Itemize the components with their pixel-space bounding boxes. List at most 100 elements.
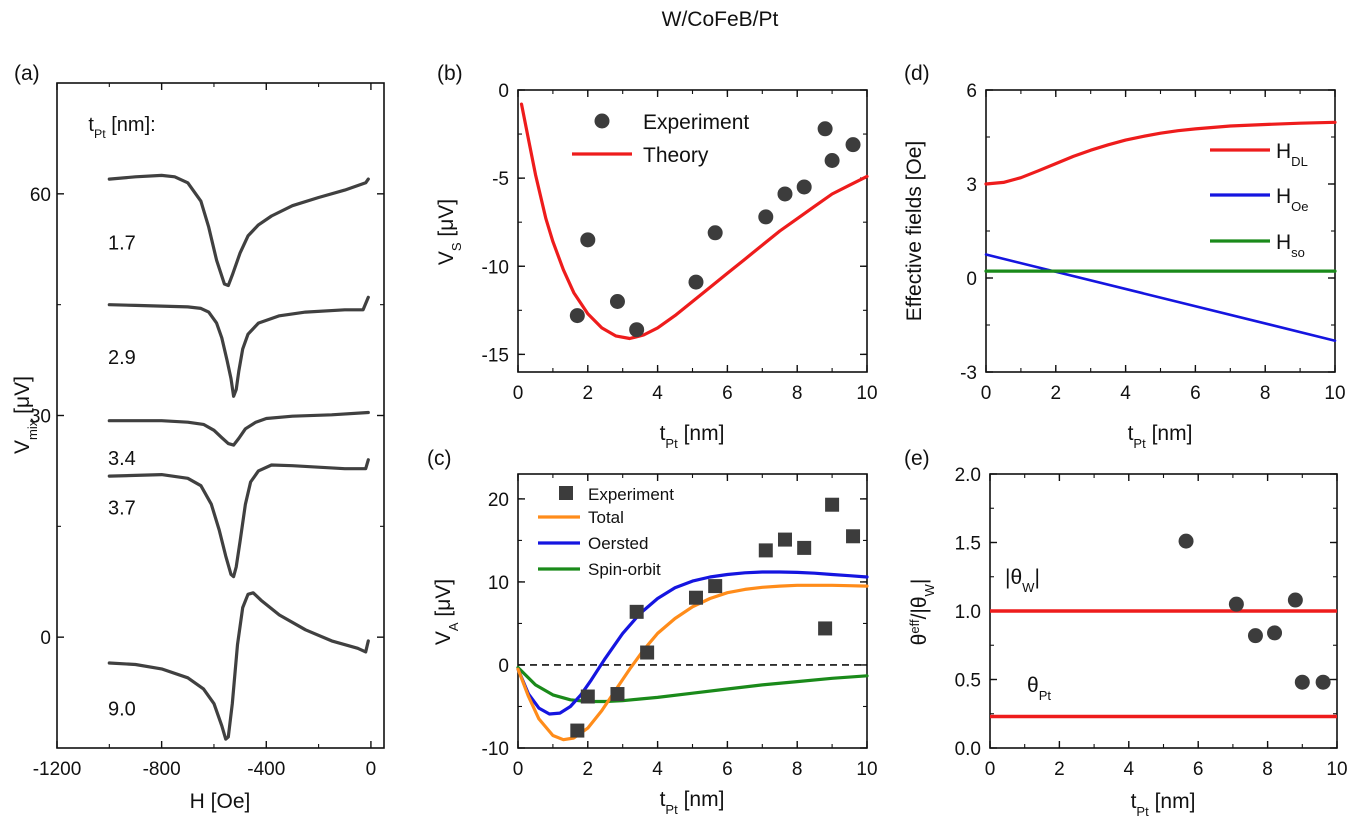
x-tick-label: 2 <box>583 759 594 780</box>
y-tick-label: 60 <box>30 185 51 206</box>
x-tick-label: 0 <box>513 383 524 404</box>
y-axis-label: VA [μV] <box>432 579 461 645</box>
x-tick-label: 6 <box>1193 759 1204 780</box>
y-tick-label: 0 <box>966 269 977 290</box>
panel-label: (a) <box>14 62 40 85</box>
x-tick-label: 2 <box>1051 383 1062 404</box>
x-axis-label: tPt [nm] <box>660 422 725 451</box>
experiment-point <box>797 540 812 555</box>
y-tick-label: 1.5 <box>955 534 981 555</box>
y-axis-label: Effective fields [Oe] <box>903 141 926 322</box>
experiment-point <box>629 322 645 338</box>
experiment-point <box>1315 674 1331 690</box>
x-tick-label: 8 <box>792 383 803 404</box>
y-tick-label: -10 <box>482 257 509 278</box>
curve-label: 1.7 <box>108 232 136 254</box>
experiment-point <box>708 579 723 594</box>
experiment-point <box>1178 533 1194 549</box>
x-tick-label: 0 <box>981 383 992 404</box>
experiment-point <box>1247 628 1263 644</box>
x-tick-label: 4 <box>1124 759 1135 780</box>
y-tick-label: 2.0 <box>955 465 981 486</box>
spectrum-curve <box>107 410 370 447</box>
theta-pt-label: θPt <box>1027 674 1051 703</box>
experiment-point <box>777 532 792 547</box>
spectrum-curve <box>107 295 370 398</box>
legend-label-dl: HDL <box>1276 140 1308 169</box>
experiment-point <box>1287 592 1303 608</box>
experiment-point <box>629 604 644 619</box>
panel-b: 0 2 4 6 8 10 -15 -10 -5 0 Experiment Theory (b) tPt [… <box>435 62 878 451</box>
x-tick-label: 4 <box>652 383 663 404</box>
experiment-point <box>610 687 625 702</box>
legend-label-so: Hso <box>1276 231 1305 260</box>
experiment-point <box>640 645 655 660</box>
y-tick-label: 3 <box>966 175 977 196</box>
panel-label: (b) <box>437 62 463 85</box>
x-tick-label: 6 <box>722 383 733 404</box>
experiment-point <box>580 689 595 704</box>
experiment-point <box>609 294 625 309</box>
experiment-point <box>824 153 840 168</box>
experiment-point <box>1267 625 1283 641</box>
spectrum-curve <box>107 173 370 288</box>
x-tick-label: -1200 <box>33 759 82 780</box>
panel-e: 0 2 4 6 8 10 0.0 0.5 1.0 1.5 2.0 |θW| θPt (e) tPt [nm]… <box>904 447 1348 819</box>
y-tick-label: 30 <box>30 407 51 428</box>
oersted-line <box>516 570 869 716</box>
experiment-point <box>758 209 774 225</box>
panel-label: (c) <box>427 447 452 470</box>
experiment-point <box>570 723 585 738</box>
legend-label-spin-orbit: Spin-orbit <box>588 560 661 579</box>
x-tick-label: 10 <box>856 759 877 780</box>
experiment-point <box>825 497 840 512</box>
y-tick-label: 6 <box>966 81 977 102</box>
h-dl-line <box>984 120 1337 186</box>
experiment-point <box>688 590 703 605</box>
x-tick-label: 2 <box>583 383 594 404</box>
y-tick-label: -3 <box>960 363 977 384</box>
spin-orbit-line <box>516 665 869 704</box>
y-tick-label: -10 <box>482 739 509 760</box>
panel-label: (d) <box>904 62 930 85</box>
experiment-point <box>758 543 773 558</box>
x-tick-label: 4 <box>652 759 663 780</box>
figure-title: W/CoFeB/Pt <box>662 8 779 31</box>
experiment-point <box>580 232 596 248</box>
y-tick-label: 10 <box>488 573 509 594</box>
legend-label-theory: Theory <box>643 144 709 167</box>
spectrum-curve <box>107 458 370 579</box>
experiment-point <box>1294 674 1310 690</box>
curve-label: 2.9 <box>108 347 136 369</box>
x-tick-label: 0 <box>513 759 524 780</box>
x-tick-label: -400 <box>247 759 285 780</box>
legend-label-total: Total <box>588 508 624 527</box>
y-axis-label: VS [μV] <box>435 199 464 265</box>
h-oe-line <box>984 253 1337 343</box>
y-axis-label: θeff/|θW| <box>907 579 937 646</box>
x-tick-label: 6 <box>1190 383 1201 404</box>
panel-a: -1200 -800 -400 0 0 30 60 1.7 2.9 3.4 3.7 9.0 tPt [n… <box>11 62 385 813</box>
total-line <box>516 583 869 742</box>
x-tick-label: 10 <box>1326 759 1347 780</box>
y-tick-label: 0.0 <box>955 739 981 760</box>
y-axis-label: Vmix [μV] <box>11 376 40 454</box>
x-tick-label: 8 <box>792 759 803 780</box>
experiment-point <box>707 225 723 241</box>
curve-label: 3.4 <box>108 448 136 470</box>
experiment-point <box>688 274 704 290</box>
y-tick-label: 0.5 <box>955 671 981 692</box>
theory-line <box>519 102 869 341</box>
x-tick-label: 2 <box>1054 759 1065 780</box>
legend-label-oe: HOe <box>1276 185 1309 214</box>
x-tick-label: 0 <box>366 759 377 780</box>
experiment-point <box>846 529 861 544</box>
experiment-point <box>818 621 833 636</box>
y-tick-label: 0 <box>40 628 51 649</box>
y-tick-label: 0 <box>498 81 509 102</box>
experiment-point <box>845 137 861 153</box>
